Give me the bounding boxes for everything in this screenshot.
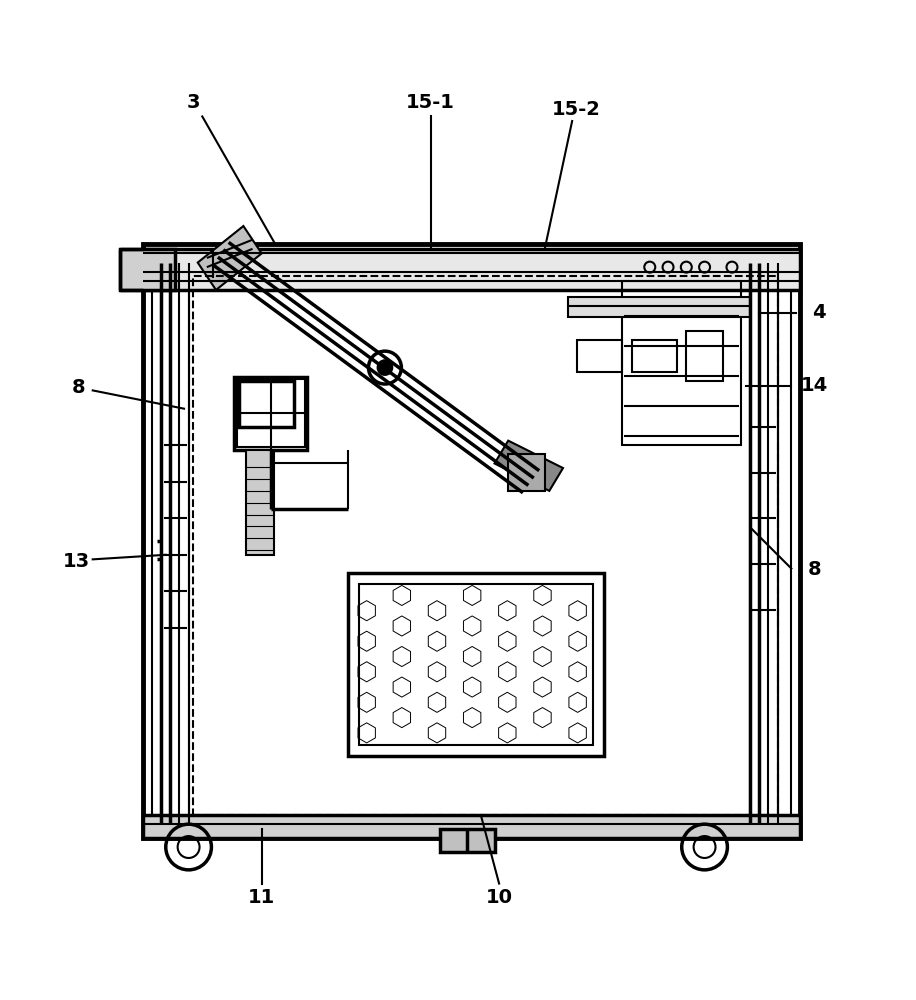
Text: 11: 11: [248, 888, 276, 907]
Bar: [161, 263, 189, 824]
Bar: [348, 573, 605, 756]
Bar: [237, 379, 305, 447]
Bar: [120, 249, 175, 290]
Text: 10: 10: [485, 888, 513, 907]
Bar: [143, 249, 801, 290]
Bar: [246, 450, 274, 555]
Bar: [750, 263, 778, 824]
Bar: [152, 253, 791, 829]
Polygon shape: [198, 226, 262, 290]
Text: 15-1: 15-1: [406, 93, 455, 112]
Bar: [508, 454, 545, 491]
Text: 15-2: 15-2: [552, 100, 601, 119]
Circle shape: [377, 360, 392, 375]
Bar: [359, 584, 594, 745]
Text: 14: 14: [801, 376, 828, 395]
Bar: [143, 244, 801, 838]
Text: 8: 8: [72, 378, 86, 397]
Text: 8: 8: [807, 560, 821, 579]
Polygon shape: [495, 441, 563, 491]
Bar: [568, 297, 750, 317]
Bar: [577, 340, 622, 372]
Bar: [622, 281, 741, 445]
Bar: [193, 276, 778, 815]
Bar: [143, 815, 801, 838]
Text: 3: 3: [187, 93, 200, 112]
Text: 13: 13: [62, 552, 90, 571]
Bar: [239, 381, 294, 427]
Bar: [631, 340, 677, 372]
Bar: [686, 331, 723, 381]
Bar: [234, 377, 308, 450]
Bar: [440, 829, 495, 852]
Text: 4: 4: [812, 303, 825, 322]
